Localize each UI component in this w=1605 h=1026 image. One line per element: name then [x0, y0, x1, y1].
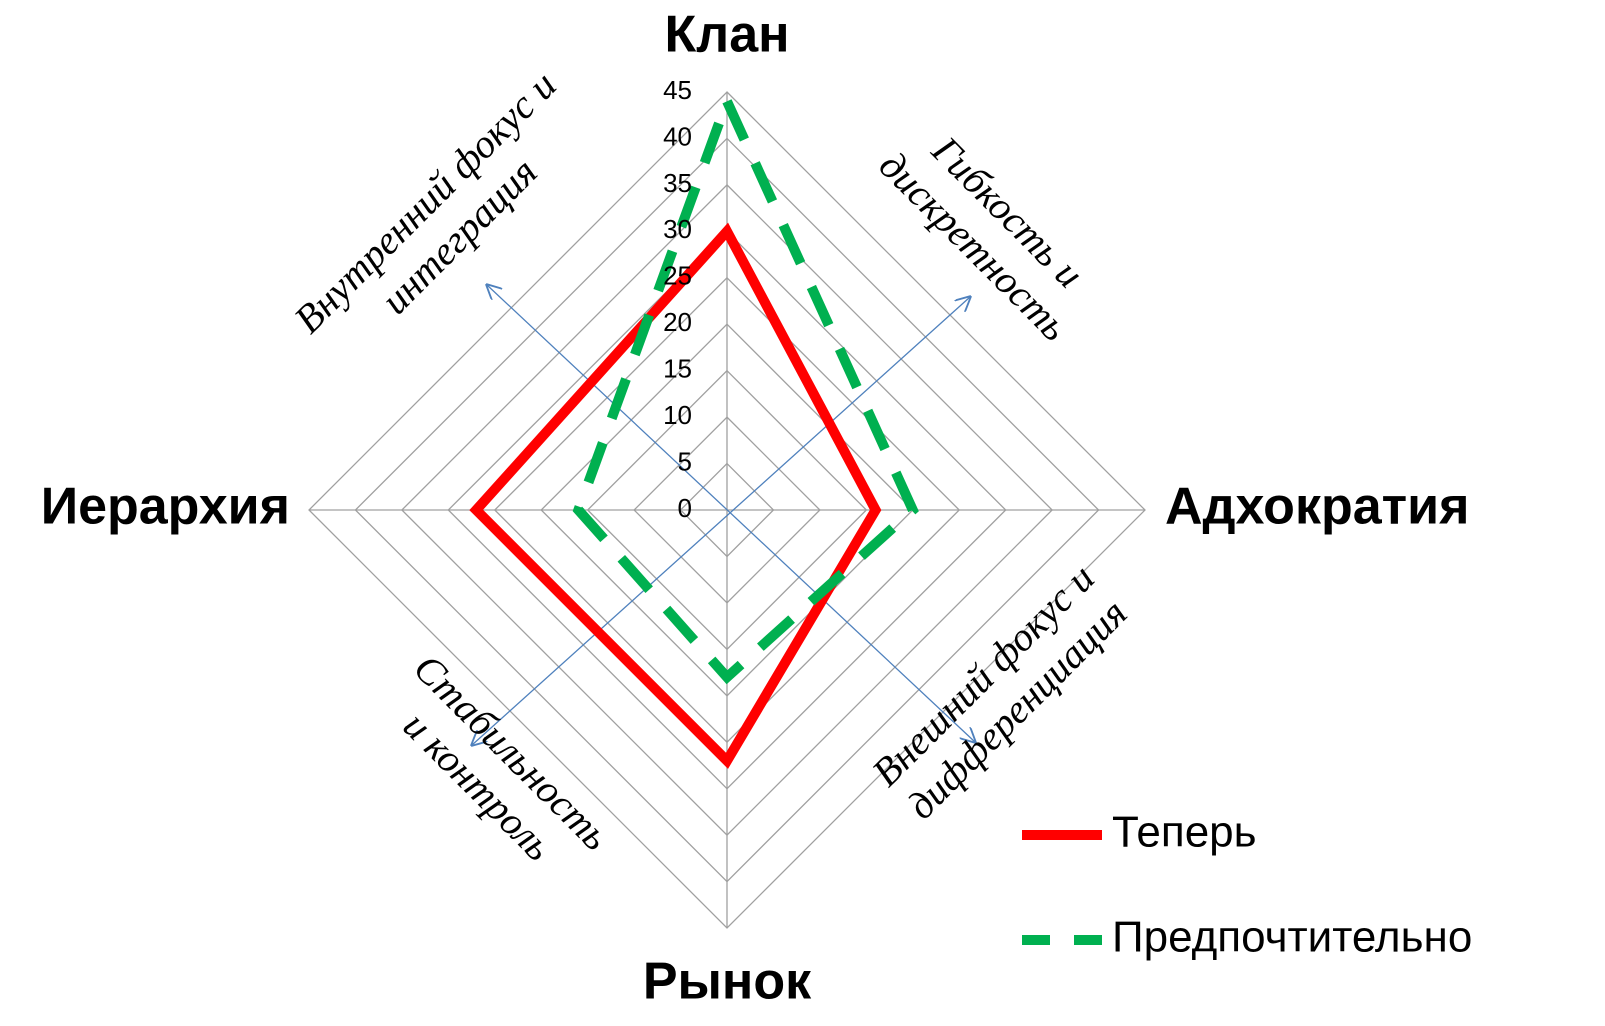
legend-label: Предпочтительно	[1112, 913, 1472, 962]
r-tick-label: 30	[663, 214, 692, 244]
labels: 0 5 10 15 20 25 30 35 40 45 Клан Адхократия Рынок Иер…	[41, 6, 1473, 1011]
r-tick-label: 15	[663, 354, 692, 384]
r-tick-label: 10	[663, 400, 692, 430]
r-tick-label: 35	[663, 168, 692, 198]
series	[469, 88, 919, 769]
category-label: Иерархия	[41, 478, 290, 536]
series-line	[469, 222, 882, 769]
r-tick-label: 0	[678, 493, 692, 523]
r-tick-label: 40	[663, 121, 692, 151]
r-tick-label: 5	[678, 446, 692, 476]
axis-arrow	[472, 297, 970, 745]
category-label: Клан	[664, 6, 789, 64]
legend-label: Теперь	[1112, 808, 1257, 857]
r-tick-label: 45	[663, 75, 692, 105]
category-label: Рынок	[643, 953, 812, 1011]
r-tick-label: 25	[663, 261, 692, 291]
category-label: Адхократия	[1165, 478, 1469, 536]
series-line	[572, 88, 919, 685]
r-tick-label: 20	[663, 307, 692, 337]
